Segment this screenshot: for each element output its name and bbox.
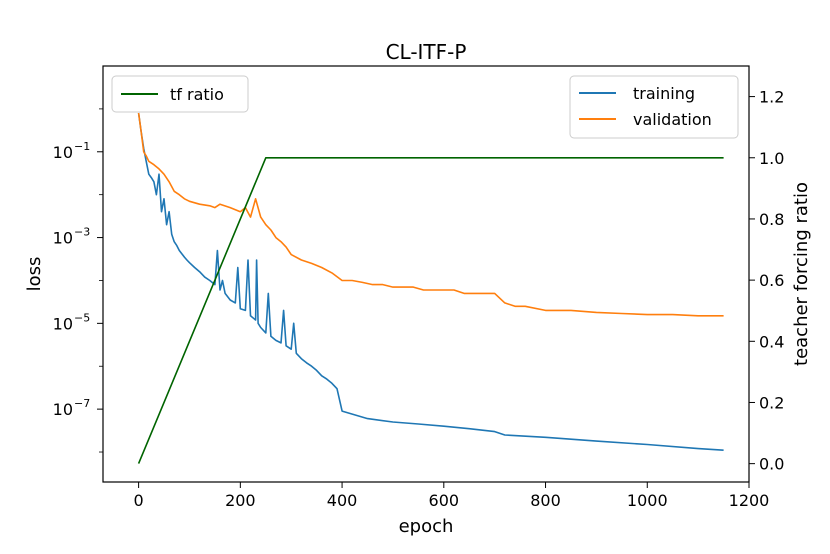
legend-loss: training validation: [569, 75, 739, 139]
y-left-tick-label: 10: [53, 143, 73, 162]
y-right-tick-label: 0.6: [759, 271, 784, 290]
legend-tf: tf ratio: [111, 75, 249, 113]
series-line-validation: [137, 112, 724, 317]
y-right-tick-label: 0.0: [759, 455, 784, 474]
y-right-tick-label: 1.0: [759, 149, 784, 168]
legend-validation-label: validation: [633, 110, 712, 129]
series-line-training: [137, 112, 724, 451]
x-axis: 0 200 400 600 800 1000 1200: [134, 482, 770, 510]
y-left-tick-label: 10: [53, 229, 73, 248]
chart-title: CL-ITF-P: [386, 40, 467, 64]
y-axis-label-right: teacher forcing ratio: [791, 182, 812, 366]
x-tick-label: 1000: [627, 491, 668, 510]
y-right-tick-label: 1.2: [759, 88, 784, 107]
y-axis-label-left: loss: [24, 257, 45, 292]
y-left-tick-exponent: −3: [74, 226, 90, 239]
legend-loss-box: [569, 75, 739, 139]
plot-frame: [102, 65, 750, 483]
legend-tf-box: [111, 75, 249, 113]
y-left-tick-exponent: −5: [74, 311, 90, 324]
legend-tf-label: tf ratio: [170, 85, 224, 104]
y-right-tick-label: 0.2: [759, 393, 784, 412]
x-tick-label: 1200: [729, 491, 770, 510]
series-layer: [137, 112, 724, 464]
y-left-tick-exponent: −1: [74, 140, 90, 153]
x-tick-label: 400: [327, 491, 358, 510]
y-left-tick-exponent: −7: [74, 397, 90, 410]
x-axis-label: epoch: [399, 516, 454, 537]
x-tick-label: 800: [530, 491, 561, 510]
y-right-tick-label: 0.8: [759, 210, 784, 229]
y-right-tick-label: 0.4: [759, 332, 784, 351]
x-tick-label: 0: [134, 491, 144, 510]
x-tick-label: 200: [225, 491, 256, 510]
y-axis-left: 10−110−310−510−7: [53, 108, 103, 453]
series-line-tf-ratio: [137, 157, 724, 464]
y-left-tick-label: 10: [53, 314, 73, 333]
legend-training-label: training: [633, 84, 695, 103]
x-tick-label: 600: [429, 491, 460, 510]
y-left-tick-label: 10: [53, 400, 73, 419]
y-axis-right: 0.0 0.2 0.4 0.6 0.8 1.0 1.2: [749, 88, 784, 474]
